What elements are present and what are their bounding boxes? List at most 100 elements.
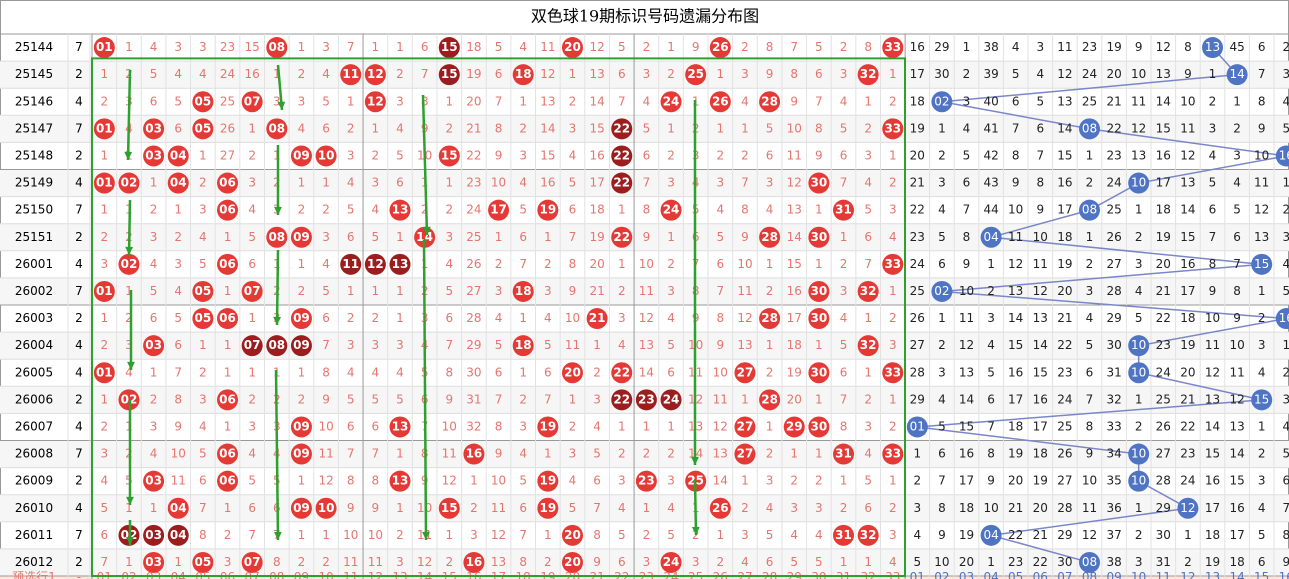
red-miss: 1 bbox=[396, 447, 404, 461]
red-miss: 11 bbox=[713, 392, 728, 406]
blue-miss: 7 bbox=[1012, 121, 1020, 135]
red-miss: 3 bbox=[889, 203, 897, 217]
red-miss: 13 bbox=[787, 203, 802, 217]
red-miss: 2 bbox=[889, 94, 897, 108]
arrow bbox=[421, 94, 429, 236]
red-miss: 8 bbox=[322, 365, 330, 379]
red-miss: 10 bbox=[442, 419, 457, 433]
red-miss: 6 bbox=[766, 555, 774, 569]
blue-miss: 25 bbox=[1082, 94, 1097, 108]
red-miss: 12 bbox=[713, 419, 728, 433]
red-miss: 21 bbox=[466, 121, 481, 135]
red-miss: 2 bbox=[815, 474, 823, 488]
red-miss: 32 bbox=[466, 419, 481, 433]
red-miss: 7 bbox=[347, 447, 355, 461]
red-ball bbox=[808, 308, 830, 330]
red-miss: 3 bbox=[593, 392, 601, 406]
blue-ball-number: 08 bbox=[1082, 555, 1097, 569]
red-miss: 7 bbox=[790, 40, 798, 54]
red-miss: 7 bbox=[716, 284, 724, 298]
blue-miss: 3 bbox=[963, 94, 971, 108]
blue-miss: 20 bbox=[910, 148, 925, 162]
blue-miss: 8 bbox=[963, 230, 971, 244]
red-miss: 2 bbox=[125, 311, 133, 325]
red-miss: 2 bbox=[495, 257, 503, 271]
red-miss: 13 bbox=[540, 94, 555, 108]
red-miss: 31 bbox=[466, 392, 481, 406]
red-ball bbox=[414, 226, 436, 248]
red-ball bbox=[438, 497, 460, 519]
red-miss: 3 bbox=[150, 230, 158, 244]
footer-red: 27 bbox=[737, 570, 752, 579]
red-miss: 1 bbox=[100, 148, 108, 162]
red-miss: 5 bbox=[569, 176, 577, 190]
red-ball bbox=[143, 335, 165, 357]
blue-miss: 17 bbox=[1156, 176, 1171, 190]
count: 7 bbox=[75, 203, 83, 217]
red-miss: 3 bbox=[643, 67, 651, 81]
red-miss: 5 bbox=[667, 338, 675, 352]
blue-ball-number: 14 bbox=[1229, 67, 1244, 81]
red-miss: 5 bbox=[174, 94, 182, 108]
blue-ball-number: 16 bbox=[1279, 148, 1289, 162]
blue-miss: 6 bbox=[938, 447, 946, 461]
blue-miss: 1 bbox=[1086, 148, 1094, 162]
blue-miss: 10 bbox=[1131, 67, 1146, 81]
red-miss: 11 bbox=[318, 447, 333, 461]
blue-ball bbox=[1226, 64, 1248, 86]
red-miss: 26 bbox=[466, 257, 481, 271]
blue-miss: 19 bbox=[910, 121, 925, 135]
blue-miss: 3 bbox=[1282, 230, 1289, 244]
red-ball bbox=[734, 362, 756, 384]
footer-blue: 11 bbox=[1156, 570, 1171, 579]
red-miss: 8 bbox=[766, 40, 774, 54]
red-miss: 7 bbox=[421, 67, 429, 81]
red-miss: 9 bbox=[495, 148, 503, 162]
red-ball bbox=[709, 37, 731, 59]
red-miss: 9 bbox=[569, 284, 577, 298]
red-ball bbox=[290, 308, 312, 330]
blue-ball-number: 10 bbox=[1131, 338, 1146, 352]
blue-ball bbox=[931, 91, 953, 113]
red-ball-number: 22 bbox=[613, 148, 630, 162]
blue-miss: 10 bbox=[1008, 203, 1023, 217]
blue-miss: 16 bbox=[910, 40, 925, 54]
red-ball-number: 24 bbox=[663, 392, 680, 406]
blue-miss: 12 bbox=[1131, 121, 1146, 135]
blue-miss: 11 bbox=[1057, 40, 1072, 54]
red-ball bbox=[586, 308, 608, 330]
count: 4 bbox=[75, 176, 83, 190]
red-miss: 1 bbox=[150, 365, 158, 379]
red-ball bbox=[93, 118, 115, 140]
footer-red: 30 bbox=[811, 570, 826, 579]
red-miss: 6 bbox=[150, 311, 158, 325]
red-ball bbox=[143, 145, 165, 167]
footer-red: 31 bbox=[836, 570, 851, 579]
blue-ball bbox=[1128, 335, 1150, 357]
blue-miss: 15 bbox=[1008, 338, 1023, 352]
red-ball bbox=[512, 335, 534, 357]
red-miss: 21 bbox=[589, 284, 604, 298]
blue-miss: 3 bbox=[1036, 40, 1044, 54]
red-ball bbox=[315, 145, 337, 167]
red-ball bbox=[364, 91, 386, 113]
red-miss: 7 bbox=[495, 94, 503, 108]
red-miss: 2 bbox=[298, 284, 306, 298]
red-miss: 13 bbox=[737, 338, 752, 352]
red-miss: 11 bbox=[565, 338, 580, 352]
footer-blue: 14 bbox=[1229, 570, 1244, 579]
footer-red: 05 bbox=[195, 570, 210, 579]
blue-miss: 5 bbox=[1086, 338, 1094, 352]
red-ball bbox=[660, 551, 682, 573]
red-miss: 1 bbox=[224, 284, 232, 298]
blue-miss: 21 bbox=[1180, 392, 1195, 406]
red-ball bbox=[217, 308, 239, 330]
red-ball bbox=[290, 145, 312, 167]
red-miss: 6 bbox=[815, 67, 823, 81]
blue-miss: 4 bbox=[1258, 365, 1266, 379]
red-miss: 8 bbox=[495, 419, 503, 433]
red-ball bbox=[266, 37, 288, 59]
red-miss: 8 bbox=[372, 474, 380, 488]
blue-miss: 13 bbox=[1131, 148, 1146, 162]
red-miss: 4 bbox=[618, 338, 626, 352]
